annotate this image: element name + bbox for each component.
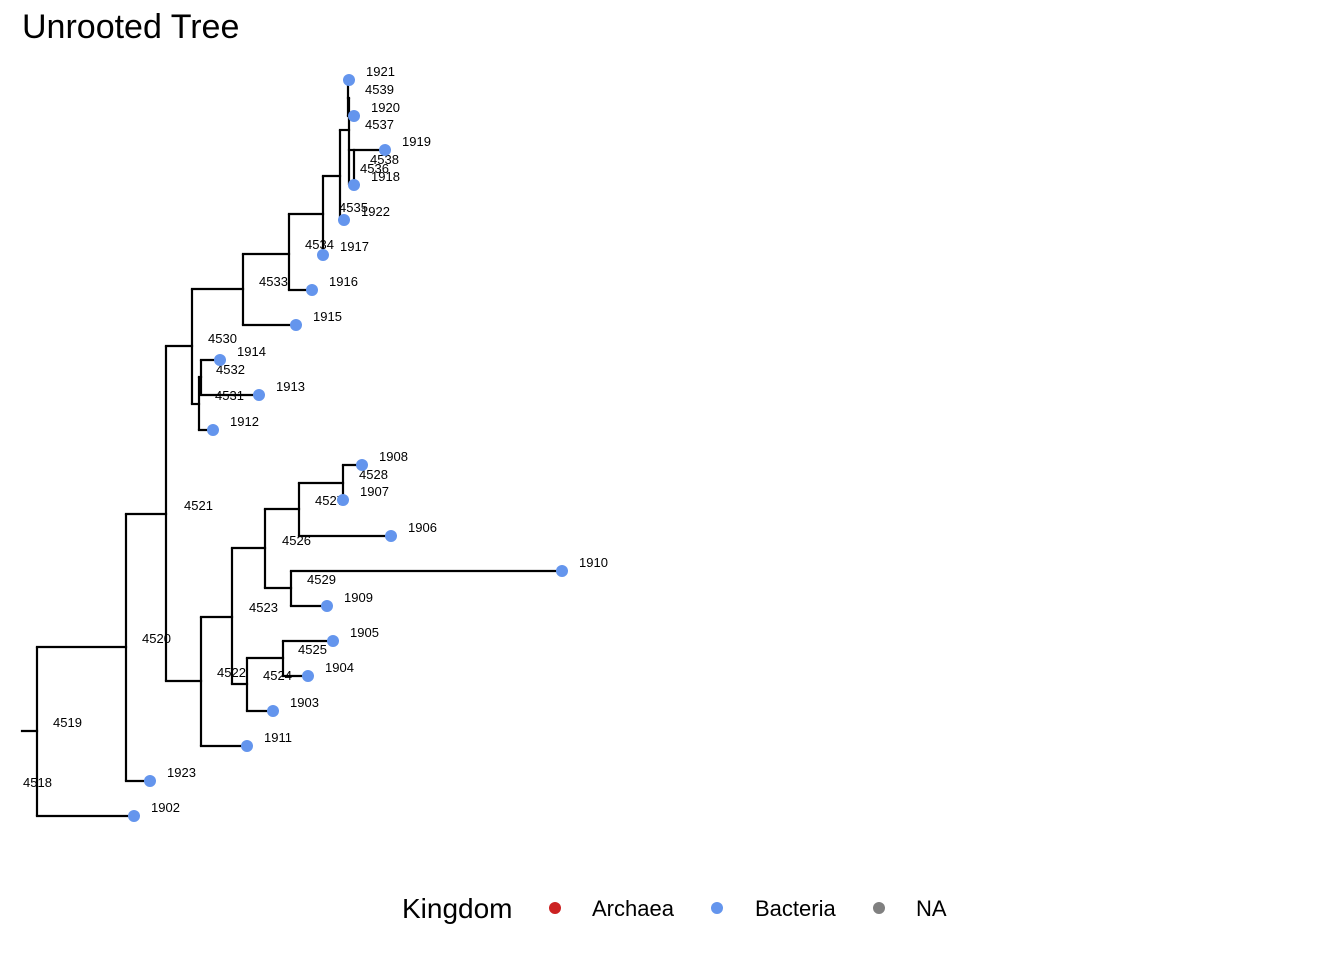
tree-tips: 1921 1920 1919 1918 1922 1917 1916 1915 1914 1913… [128,64,608,822]
legend-label-na: NA [916,896,947,921]
internal-node-label: 4525 [298,642,327,657]
internal-node-label: 4537 [365,117,394,132]
tip-label: 1917 [340,239,369,254]
internal-node-label: 4533 [259,274,288,289]
tip-label: 1913 [276,379,305,394]
tip-point [327,635,339,647]
tip-point [348,110,360,122]
tip-label: 1921 [366,64,395,79]
internal-node-label: 4536 [360,161,389,176]
internal-node-label: 4523 [249,600,278,615]
tip-label: 1908 [379,449,408,464]
tip-point [385,530,397,542]
internal-node-label: 4534 [305,237,334,252]
tip-label: 1912 [230,414,259,429]
legend: Kingdom Archaea Bacteria NA [402,893,947,924]
legend-key-bacteria [711,902,723,914]
internal-node-label: 4520 [142,631,171,646]
tip-label: 1919 [402,134,431,149]
tip-point [317,249,329,261]
tip-point [302,670,314,682]
tip-point [356,459,368,471]
internal-node-label: 4522 [217,665,246,680]
internal-node-label: 4521 [184,498,213,513]
tip-label: 1906 [408,520,437,535]
tip-point [321,600,333,612]
tip-point [207,424,219,436]
internal-node-label: 4518 [23,775,52,790]
tip-label: 1902 [151,800,180,815]
internal-node-label: 4532 [216,362,245,377]
internal-node-label: 4530 [208,331,237,346]
internal-node-labels: 4518 4519 4520 4521 4522 4523 4524 4525 4526 4527… [23,82,399,790]
tip-label: 1910 [579,555,608,570]
tip-point [128,810,140,822]
internal-node-label: 4539 [365,82,394,97]
tip-label: 1916 [329,274,358,289]
internal-node-label: 4527 [315,493,344,508]
tip-point [306,284,318,296]
tip-point [267,705,279,717]
tip-label: 1923 [167,765,196,780]
internal-node-label: 4528 [359,467,388,482]
tip-point [338,214,350,226]
tip-point [348,179,360,191]
legend-label-bacteria: Bacteria [755,896,836,921]
legend-key-na [873,902,885,914]
tip-point [290,319,302,331]
internal-node-label: 4524 [263,668,292,683]
tip-label: 1914 [237,344,266,359]
tip-point [144,775,156,787]
tip-label: 1904 [325,660,354,675]
tip-label: 1911 [264,730,292,745]
tip-label: 1918 [371,169,400,184]
tip-point [241,740,253,752]
tip-label: 1907 [360,484,389,499]
legend-title: Kingdom [402,893,513,924]
tip-point [343,74,355,86]
chart-title: Unrooted Tree [22,8,240,46]
internal-node-label: 4529 [307,572,336,587]
internal-node-label: 4526 [282,533,311,548]
legend-key-archaea [549,902,561,914]
tip-label: 1903 [290,695,319,710]
tip-point [337,494,349,506]
tip-point [556,565,568,577]
internal-node-label: 4535 [339,200,368,215]
internal-node-label: 4531 [215,388,244,403]
tip-label: 1915 [313,309,342,324]
legend-label-archaea: Archaea [592,896,675,921]
tip-label: 1922 [361,204,390,219]
internal-node-label: 4538 [370,152,399,167]
tip-label: 1920 [371,100,400,115]
tip-label: 1905 [350,625,379,640]
tip-label: 1909 [344,590,373,605]
tip-point [253,389,265,401]
tip-point [214,354,226,366]
internal-node-label: 4519 [53,715,82,730]
tip-point [379,144,391,156]
